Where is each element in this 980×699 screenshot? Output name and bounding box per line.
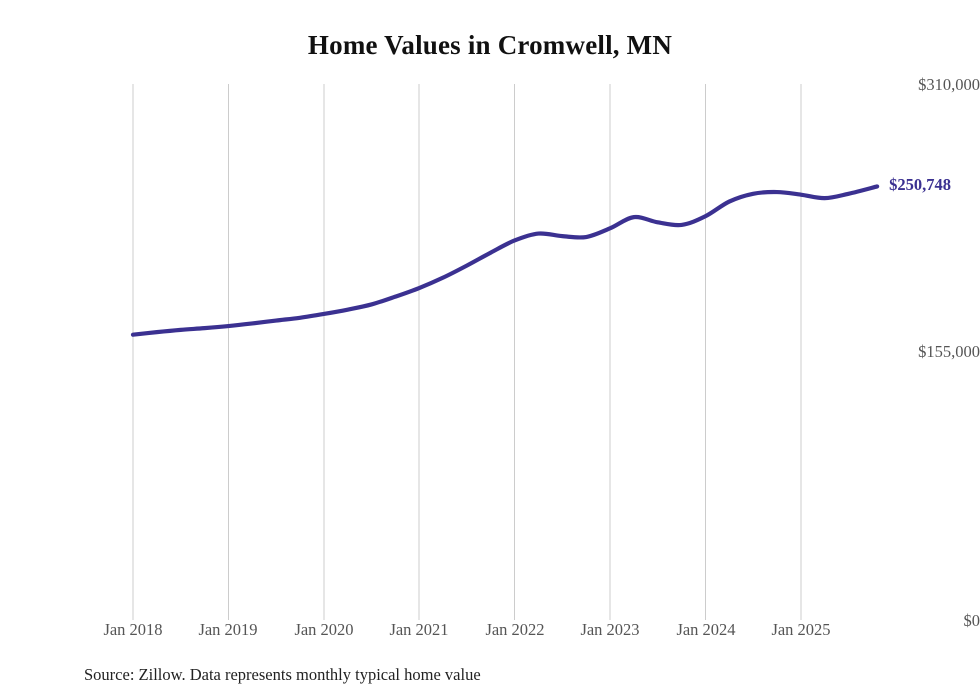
x-axis-tick-jan-2025: Jan 2025 [771,620,831,639]
x-axis-tick-jan-2024: Jan 2024 [676,620,736,639]
x-axis-tick-jan-2021: Jan 2021 [389,620,449,639]
y-axis-tick-310000: $310,000 [918,75,980,94]
y-axis-tick-0: $0 [963,611,980,630]
source-footnote: Source: Zillow. Data represents monthly … [84,665,481,684]
chart-title: Home Values in Cromwell, MN [307,30,673,60]
end-value-label: $250,748 [889,175,951,195]
x-axis-tick-jan-2022: Jan 2022 [485,620,545,639]
y-axis-tick-155000: $155,000 [918,342,980,361]
x-axis-tick-jan-2018: Jan 2018 [103,620,163,639]
x-axis-tick-jan-2023: Jan 2023 [580,620,640,639]
home-value-line [130,184,880,337]
x-axis-tick-jan-2020: Jan 2020 [294,620,354,639]
gridlines-group [132,84,802,620]
x-axis-tick-jan-2019: Jan 2019 [198,620,258,639]
